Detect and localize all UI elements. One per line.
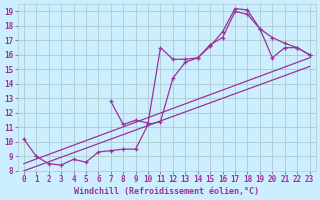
X-axis label: Windchill (Refroidissement éolien,°C): Windchill (Refroidissement éolien,°C)	[74, 187, 259, 196]
